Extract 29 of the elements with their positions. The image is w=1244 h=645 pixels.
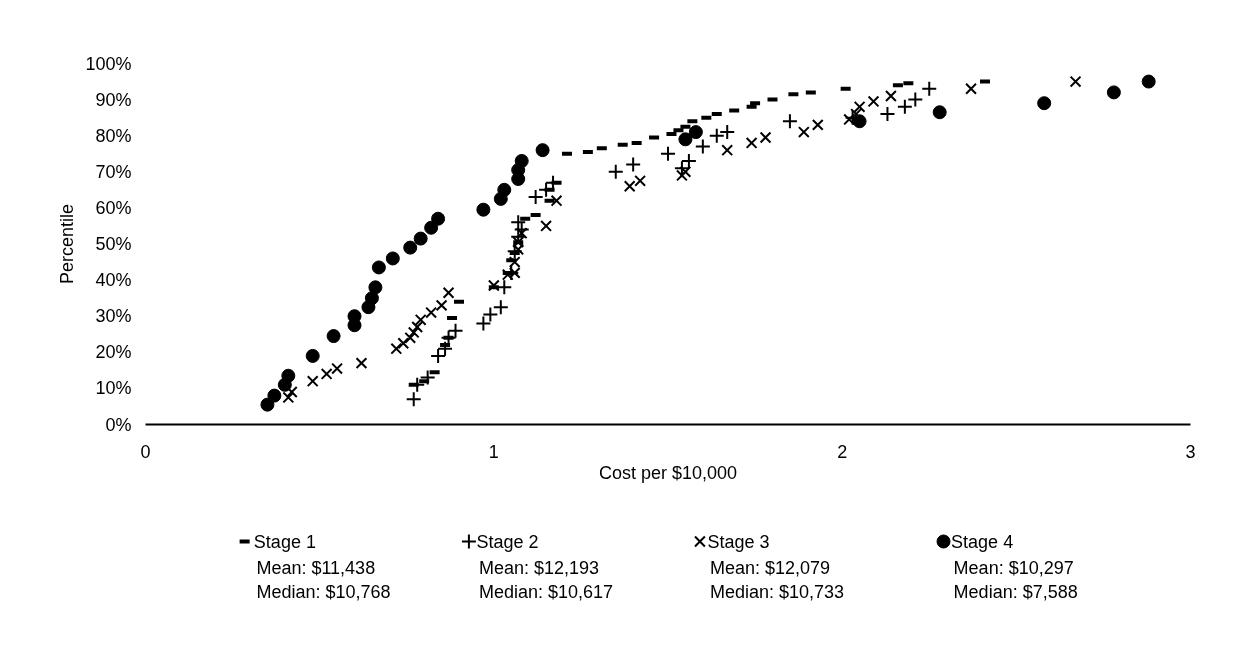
legend-label: Stage 1 (253, 531, 316, 552)
y-tick-label: 0% (105, 414, 132, 435)
legend-label: Stage 4 (951, 531, 1014, 552)
x-tick-label: 2 (837, 441, 848, 462)
text: Mean: $12,193 (478, 557, 600, 578)
text: Median: $10,617 (478, 581, 614, 602)
y-tick-label: 90% (95, 89, 132, 110)
y-tick-label: 60% (95, 197, 132, 218)
y-tick-label: 70% (95, 161, 132, 182)
text: Mean: $10,297 (953, 557, 1074, 578)
y-tick-label: 80% (95, 125, 132, 146)
text: Mean: $12,079 (710, 557, 831, 578)
y-tick-label: 10% (95, 378, 132, 399)
text: Median: $10,768 (256, 581, 391, 602)
y-tick-label: 50% (95, 234, 132, 254)
x-axis-title: Cost per $10,000 (598, 462, 738, 483)
x-tick-label: 0 (140, 441, 151, 462)
text: Mean: $11,438 (256, 557, 376, 578)
legend-label: Stage 2 (476, 531, 539, 552)
legend-label: Stage 3 (707, 531, 770, 552)
y-tick-label: 20% (95, 342, 132, 363)
y-axis-title: Percentile (57, 203, 78, 285)
y-tick-label: 100% (85, 53, 132, 74)
y-tick-label: 40% (95, 270, 132, 291)
text: Median: $7,588 (953, 581, 1078, 602)
y-tick-label: 30% (95, 306, 132, 327)
text: Median: $10,733 (710, 581, 845, 602)
x-tick-label: 1 (488, 441, 499, 462)
x-tick-label: 3 (1185, 441, 1196, 462)
